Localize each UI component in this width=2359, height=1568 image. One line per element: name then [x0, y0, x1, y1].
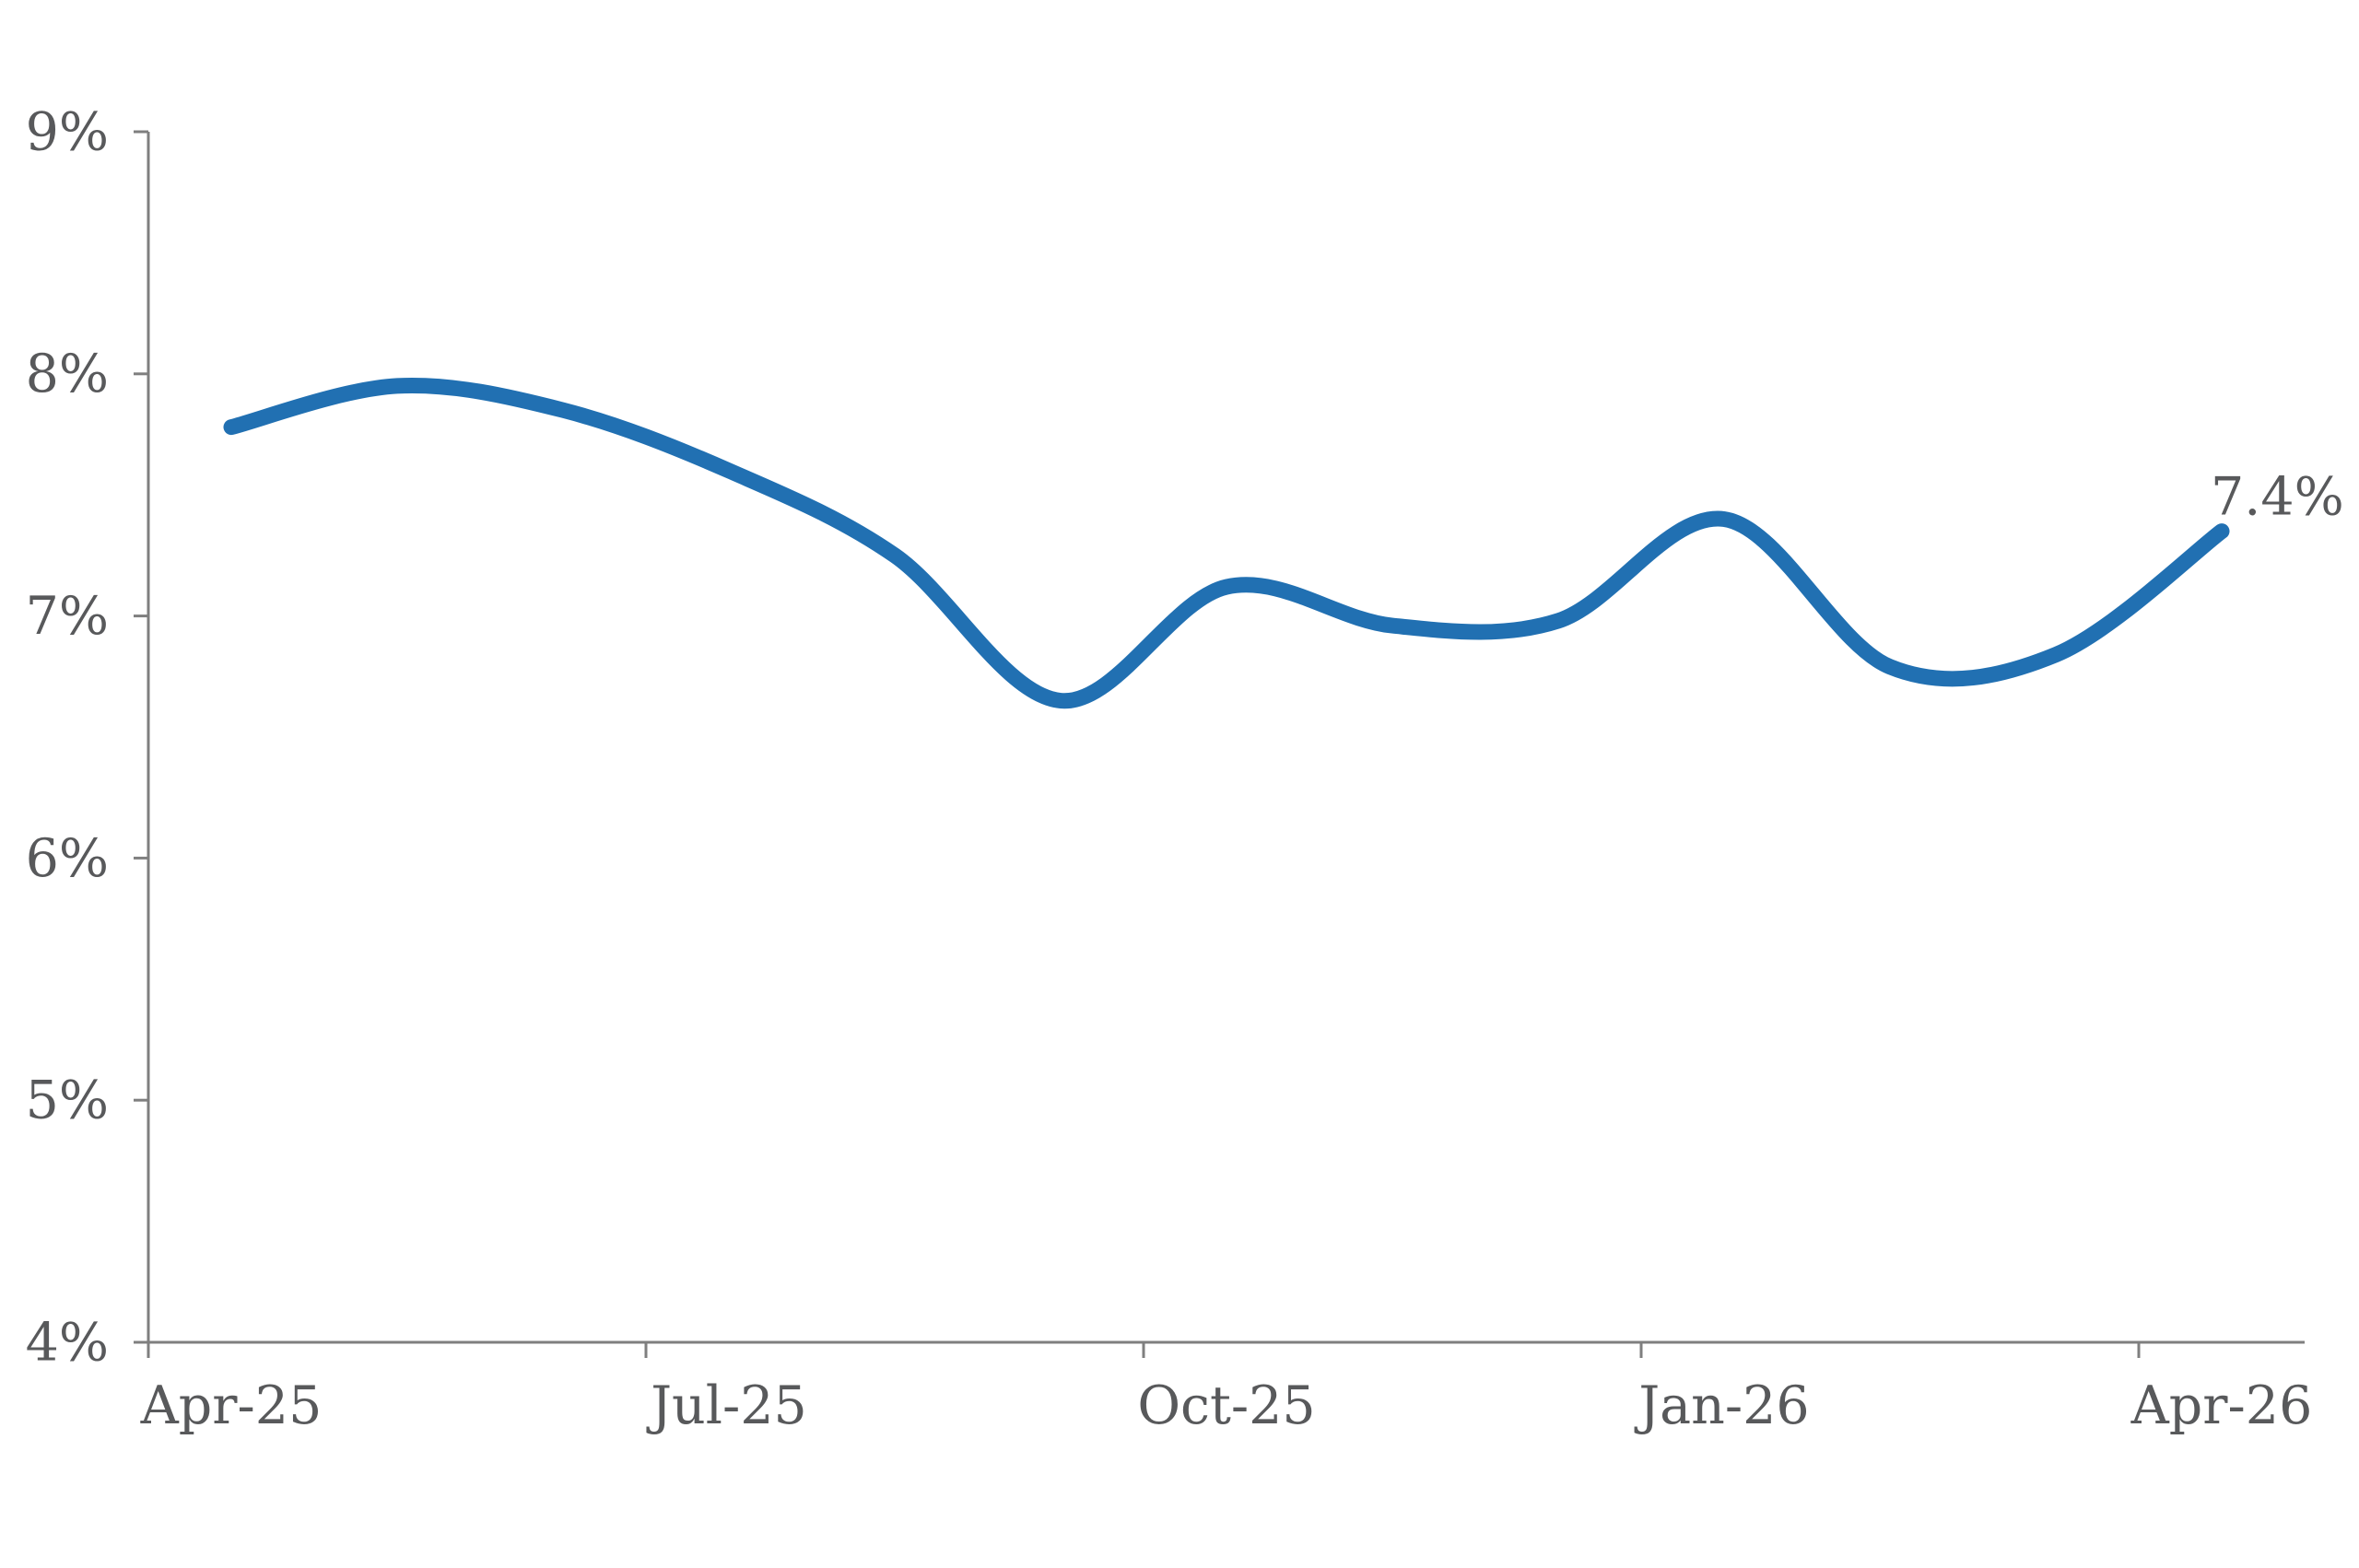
- y-tick-label: 9%: [26, 101, 109, 162]
- y-tick-label: 6%: [26, 828, 109, 889]
- x-tick-label: Jan-26: [1634, 1375, 1809, 1436]
- series-end-label: 7.4%: [2211, 467, 2344, 528]
- x-tick-label: Oct-25: [1137, 1375, 1315, 1436]
- series-line: [223, 378, 2230, 709]
- y-tick-label: 5%: [26, 1071, 109, 1131]
- x-tick-label: Jul-25: [646, 1375, 807, 1436]
- x-tick-label: Apr-25: [140, 1375, 323, 1436]
- y-tick-label: 4%: [26, 1312, 109, 1373]
- y-tick-label: 8%: [26, 344, 109, 404]
- y-tick-label: 7%: [26, 586, 109, 647]
- x-tick-label: Apr-26: [2130, 1375, 2313, 1436]
